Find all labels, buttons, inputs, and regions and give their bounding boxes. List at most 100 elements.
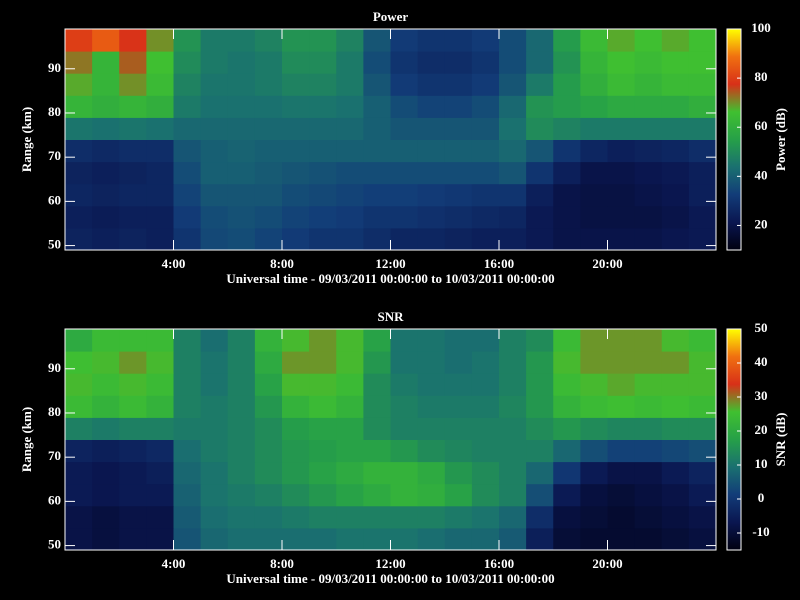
heatmap-cell bbox=[282, 395, 310, 418]
heatmap-cell bbox=[146, 95, 174, 118]
heatmap-cell bbox=[580, 505, 608, 529]
heatmap-cell bbox=[661, 205, 690, 229]
heatmap-cell bbox=[417, 373, 446, 396]
heatmap-cell bbox=[119, 51, 147, 74]
x-tick-label: 16:00 bbox=[484, 556, 514, 571]
heatmap-cell bbox=[227, 117, 256, 140]
heatmap-cell bbox=[661, 483, 690, 507]
heatmap-cell bbox=[634, 439, 663, 463]
heatmap-cell bbox=[661, 351, 690, 374]
heatmap-cell bbox=[119, 161, 147, 185]
heatmap-cell bbox=[119, 373, 147, 396]
heatmap-cell bbox=[607, 29, 636, 52]
heatmap-cell bbox=[526, 439, 554, 463]
heatmap-cell bbox=[336, 51, 364, 74]
heatmap-cell bbox=[309, 227, 337, 251]
x-tick-label: 20:00 bbox=[592, 556, 622, 571]
heatmap-cell bbox=[92, 205, 120, 229]
heatmap-cell bbox=[634, 183, 663, 207]
heatmap-cell bbox=[363, 351, 391, 374]
heatmap-cell bbox=[227, 29, 256, 52]
heatmap-cell bbox=[688, 73, 717, 96]
heatmap-cell bbox=[607, 483, 636, 507]
heatmap-cell bbox=[146, 73, 174, 96]
heatmap-cell bbox=[309, 139, 337, 163]
heatmap-cell bbox=[444, 205, 473, 229]
heatmap-cell bbox=[580, 483, 608, 507]
heatmap-cell bbox=[65, 117, 93, 140]
heatmap-cell bbox=[65, 139, 93, 163]
heatmap-cell bbox=[634, 161, 663, 185]
heatmap-cell bbox=[92, 351, 120, 374]
heatmap-cell bbox=[92, 505, 120, 529]
heatmap-cell bbox=[336, 395, 364, 418]
heatmap-cell bbox=[119, 95, 147, 118]
heatmap-cell bbox=[499, 351, 527, 374]
heatmap-cell bbox=[471, 417, 500, 440]
heatmap-cell bbox=[146, 161, 174, 185]
heatmap-cell bbox=[200, 139, 229, 163]
heatmap-cell bbox=[417, 183, 446, 207]
colorbar bbox=[726, 328, 742, 551]
heatmap-cell bbox=[336, 483, 364, 507]
heatmap-cell bbox=[336, 29, 364, 52]
colorbar-tick-label: 20 bbox=[755, 216, 768, 231]
heatmap-cell bbox=[607, 227, 636, 251]
heatmap-cell bbox=[634, 461, 663, 485]
heatmap-cell bbox=[417, 73, 446, 96]
heatmap-cell bbox=[173, 483, 202, 507]
heatmap-cell bbox=[526, 117, 554, 140]
heatmap-cell bbox=[65, 395, 93, 418]
heatmap-cell bbox=[173, 139, 202, 163]
heatmap-cell bbox=[417, 29, 446, 52]
heatmap-cell bbox=[92, 183, 120, 207]
heatmap-cell bbox=[580, 461, 608, 485]
heatmap-cell bbox=[119, 351, 147, 374]
heatmap-cell bbox=[200, 483, 229, 507]
x-tick-label: 12:00 bbox=[375, 556, 405, 571]
colorbar-tick-label: 40 bbox=[755, 167, 768, 182]
heatmap-cell bbox=[526, 417, 554, 440]
heatmap-cell bbox=[444, 417, 473, 440]
heatmap-cell bbox=[200, 227, 229, 251]
heatmap-cell bbox=[634, 29, 663, 52]
heatmap-cell bbox=[227, 505, 256, 529]
heatmap-cell bbox=[363, 51, 391, 74]
heatmap-cell bbox=[146, 527, 174, 551]
heatmap-cell bbox=[471, 461, 500, 485]
heatmap-cell bbox=[634, 117, 663, 140]
heatmap-cell bbox=[227, 139, 256, 163]
heatmap-cell bbox=[499, 205, 527, 229]
heatmap-cell bbox=[390, 205, 419, 229]
heatmap-cell bbox=[634, 329, 663, 352]
colorbar-tick-label: 80 bbox=[755, 69, 768, 84]
heatmap-cell bbox=[499, 161, 527, 185]
heatmap-cell bbox=[336, 417, 364, 440]
heatmap-cell bbox=[282, 183, 310, 207]
heatmap-cell bbox=[688, 505, 717, 529]
heatmap-cell bbox=[471, 527, 500, 551]
heatmap-cell bbox=[282, 483, 310, 507]
heatmap-cell bbox=[119, 29, 147, 52]
heatmap-cell bbox=[499, 183, 527, 207]
heatmap-cell bbox=[92, 73, 120, 96]
heatmap-cell bbox=[688, 139, 717, 163]
heatmap-cell bbox=[471, 29, 500, 52]
heatmap-cell bbox=[173, 417, 202, 440]
y-tick-label: 80 bbox=[48, 404, 61, 419]
heatmap-cell bbox=[688, 329, 717, 352]
heatmap-cell bbox=[336, 373, 364, 396]
heatmap-cell bbox=[146, 461, 174, 485]
heatmap-cell bbox=[580, 527, 608, 551]
heatmap-cell bbox=[336, 505, 364, 529]
colorbar-tick-label: 10 bbox=[755, 456, 768, 471]
heatmap-cell bbox=[499, 139, 527, 163]
heatmap-cell bbox=[607, 505, 636, 529]
heatmap-cell bbox=[92, 395, 120, 418]
heatmap-cell bbox=[607, 95, 636, 118]
heatmap-cell bbox=[119, 329, 147, 352]
heatmap-cell bbox=[499, 117, 527, 140]
heatmap-cell bbox=[92, 51, 120, 74]
heatmap-cell bbox=[309, 483, 337, 507]
heatmap-cell bbox=[92, 227, 120, 251]
